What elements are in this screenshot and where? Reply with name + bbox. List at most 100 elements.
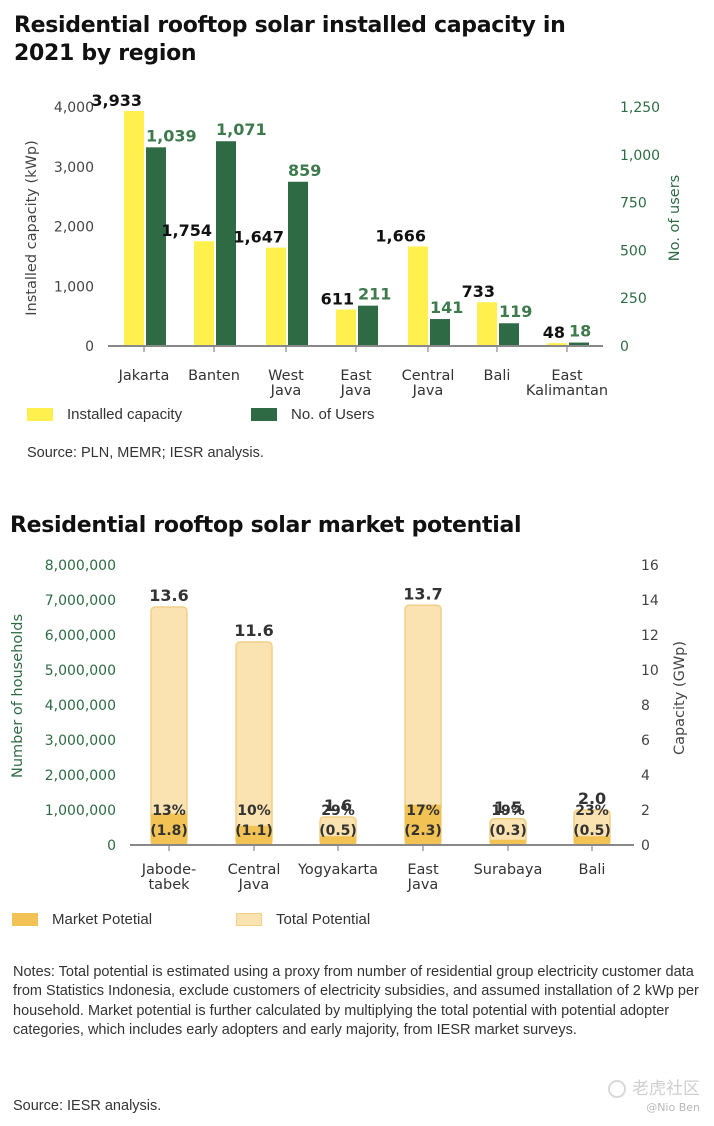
bar-users xyxy=(358,305,378,346)
y-axis-label: Installed capacity (kWp) xyxy=(24,140,40,315)
chart2-title: Residential rooftop solar market potenti… xyxy=(10,513,522,538)
legend-swatch-yellow xyxy=(27,408,53,421)
x-tick-label: tabek xyxy=(148,877,190,893)
data-label-users: 1,071 xyxy=(216,120,267,139)
data-label-total: 1.5 xyxy=(494,798,522,817)
legend-label: Market Potetial xyxy=(52,911,153,928)
bar-market-potential xyxy=(236,825,272,845)
data-label-capacity: 1,647 xyxy=(233,228,284,247)
legend-item-users: No. of Users xyxy=(251,406,374,423)
data-label-market: (1.1) xyxy=(235,823,273,839)
data-label-total: 13.7 xyxy=(403,584,442,603)
data-label-capacity: 733 xyxy=(462,282,495,301)
bar-users xyxy=(430,319,450,346)
y-tick-label: 1,000,000 xyxy=(45,803,116,819)
chart1-source: Source: PLN, MEMR; IESR analysis. xyxy=(27,445,264,461)
notes-text: Notes: Total potential is estimated usin… xyxy=(13,964,699,1038)
x-tick-label: Java xyxy=(412,383,444,399)
bar-market-potential xyxy=(490,839,526,845)
watermark-brand: 老虎社区 xyxy=(608,1074,700,1099)
data-label-users: 1,039 xyxy=(146,126,197,145)
y2-tick-label: 12 xyxy=(641,628,659,644)
x-tick-label: East xyxy=(340,368,372,384)
x-tick-label: Central xyxy=(228,862,281,878)
x-tick-label: Java xyxy=(238,877,270,893)
chart2-plot: 0 1,000,000 2,000,000 3,000,000 4,000,000 5,0… xyxy=(10,558,688,893)
y-tick-label: 6,000,000 xyxy=(45,628,116,644)
legend-label: No. of Users xyxy=(291,406,375,423)
bar-installed-capacity xyxy=(547,343,567,346)
x-tick-label: West xyxy=(268,368,304,384)
x-tick-label: Surabaya xyxy=(474,862,543,878)
data-label-total: 13.6 xyxy=(149,586,188,605)
bar-market-potential xyxy=(405,804,441,845)
bar-market-potential xyxy=(151,813,187,845)
data-label-market: (0.3) xyxy=(489,823,527,839)
y2-tick-label: 500 xyxy=(620,243,647,259)
legend-label: Installed capacity xyxy=(67,406,183,423)
x-tick-label: Java xyxy=(407,877,439,893)
x-tick-label: Kalimantan xyxy=(526,383,608,399)
y2-tick-label: 0 xyxy=(620,339,629,355)
legend-item-market-potential: Market Potetial xyxy=(12,911,152,928)
y-tick-label: 2,000,000 xyxy=(45,768,116,784)
tiger-logo-icon xyxy=(608,1080,626,1098)
data-label-market: (0.5) xyxy=(319,823,357,839)
y-tick-label: 8,000,000 xyxy=(45,558,116,574)
y-tick-label: 4,000 xyxy=(54,100,94,116)
y2-axis-label: Capacity (GWp) xyxy=(672,641,688,755)
chart2-source: Source: IESR analysis. xyxy=(13,1098,162,1114)
data-label-users: 141 xyxy=(430,298,463,317)
y-tick-label: 3,000,000 xyxy=(45,733,116,749)
data-label-percent: 10% xyxy=(237,803,271,819)
y-tick-label: 5,000,000 xyxy=(45,663,116,679)
y2-tick-label: 1,250 xyxy=(620,100,660,116)
data-label-capacity: 48 xyxy=(543,323,565,342)
y-tick-label: 4,000,000 xyxy=(45,698,116,714)
y2-axis-label: No. of users xyxy=(667,175,683,261)
y-tick-label: 1,000 xyxy=(54,279,94,295)
y-tick-label: 7,000,000 xyxy=(45,593,116,609)
data-label-capacity: 1,754 xyxy=(161,221,212,240)
data-label-percent: 13% xyxy=(152,803,186,819)
bar-users xyxy=(216,141,236,346)
data-label-users: 211 xyxy=(358,285,391,304)
bar-installed-capacity xyxy=(408,246,428,346)
y2-tick-label: 0 xyxy=(641,838,650,854)
data-label-percent: 23% xyxy=(575,803,609,819)
legend-item-installed-capacity: Installed capacity xyxy=(27,406,182,423)
legend-swatch-light-orange xyxy=(236,913,262,926)
y-axis-label: Number of households xyxy=(10,614,26,778)
y2-tick-label: 1,000 xyxy=(620,148,660,164)
x-tick-label: East xyxy=(407,862,439,878)
legend-item-total-potential: Total Potential xyxy=(236,911,370,928)
x-tick-label: Central xyxy=(402,368,455,384)
data-label-users: 859 xyxy=(288,161,321,180)
bar-market-potential xyxy=(574,836,610,845)
bar-installed-capacity xyxy=(336,309,356,346)
data-label-capacity: 1,666 xyxy=(375,226,426,245)
legend-swatch-dark-orange xyxy=(12,913,38,926)
data-label-users: 18 xyxy=(569,322,591,341)
bar-users xyxy=(499,323,519,346)
y2-tick-label: 750 xyxy=(620,196,647,212)
x-tick-label: Java xyxy=(340,383,372,399)
x-tick-label: Java xyxy=(270,383,302,399)
y2-tick-label: 2 xyxy=(641,803,650,819)
y2-tick-label: 6 xyxy=(641,733,650,749)
y2-tick-label: 250 xyxy=(620,291,647,307)
data-label-total: 1.6 xyxy=(324,796,352,815)
x-tick-label: Bali xyxy=(579,862,606,878)
data-label-market: (0.5) xyxy=(573,823,611,839)
data-label-capacity: 611 xyxy=(321,289,354,308)
data-label-total: 2.0 xyxy=(578,789,606,808)
y-tick-label: 0 xyxy=(85,339,94,355)
legend-label: Total Potential xyxy=(276,911,371,928)
data-label-percent: 19% xyxy=(491,803,525,819)
y2-tick-label: 4 xyxy=(641,768,650,784)
data-label-percent: 17% xyxy=(406,803,440,819)
legend-swatch-green xyxy=(251,408,277,421)
data-label-market: (2.3) xyxy=(404,823,442,839)
bar-users xyxy=(146,147,166,346)
chart1-plot: 0 1,000 2,000 3,000 4,000 0 250 500 750 1,000 1,25… xyxy=(24,91,683,399)
